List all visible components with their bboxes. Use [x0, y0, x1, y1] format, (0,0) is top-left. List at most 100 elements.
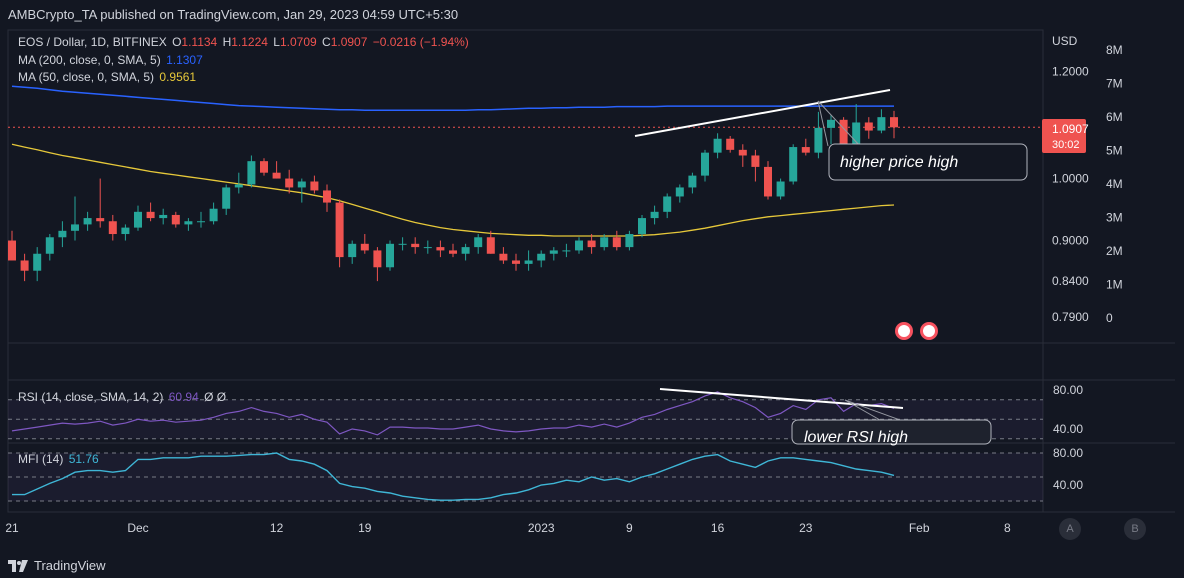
ma200-value: 1.1307 [166, 53, 203, 67]
candle-body [864, 122, 873, 131]
candle-body [348, 243, 357, 258]
candle-body [222, 187, 231, 209]
last-price-label-bg [1042, 119, 1086, 153]
candle-body [449, 250, 457, 254]
price-callout-pointer [817, 100, 829, 147]
time-axis-tick: 12 [270, 521, 284, 535]
candle-body [764, 166, 772, 197]
scale-button-b[interactable]: B [1124, 518, 1146, 540]
candle-body [197, 221, 205, 223]
candle-body [701, 152, 709, 176]
candle-body [209, 208, 218, 222]
volume-axis-tick: 8M [1106, 43, 1123, 57]
price-axis-currency: USD [1052, 34, 1078, 48]
candle-body [587, 240, 596, 248]
volume-axis-tick: 0 [1106, 311, 1113, 325]
time-axis-tick: Dec [127, 521, 148, 535]
candle-body [8, 240, 16, 261]
low-label: L [273, 35, 280, 49]
candle-body [890, 117, 898, 128]
symbol-legend[interactable]: EOS / Dollar, 1D, BITFINEX O1.1134 H1.12… [18, 35, 471, 49]
volume-axis-tick: 5M [1106, 144, 1123, 158]
rsi-legend[interactable]: RSI (14, close, SMA, 14, 2) 60.94 Ø Ø [18, 390, 228, 404]
candle-body [272, 172, 281, 179]
mfi-legend[interactable]: MFI (14) 51.76 [18, 452, 101, 466]
price-axis-tick: 0.8400 [1052, 274, 1089, 288]
ma50-label: MA (50, close, 0, SMA, 5) [18, 70, 155, 84]
rsi-line [11, 391, 895, 436]
rsi-callout-pointer [844, 399, 881, 421]
close-value: 1.0907 [330, 35, 368, 49]
candle-body [461, 247, 470, 254]
candle-body [663, 196, 672, 212]
candle-body [58, 230, 67, 238]
price-trendline [634, 89, 891, 137]
open-value: 1.1134 [181, 35, 218, 49]
candle-body [121, 227, 130, 235]
candle-body [108, 221, 117, 235]
ma50-value: 0.9561 [159, 70, 197, 84]
candle-body [524, 260, 533, 264]
candle-body [537, 253, 546, 261]
candle-body [625, 234, 634, 248]
candle-body [20, 260, 29, 271]
mfi-line [12, 452, 895, 501]
candle-body [600, 237, 609, 248]
price-callout-pointer [817, 100, 861, 147]
candle-body [386, 243, 394, 268]
price-callout-box [828, 143, 1028, 181]
ma50-line [11, 143, 895, 237]
candle-body [146, 211, 155, 219]
candle-body [801, 147, 810, 153]
candle-body [33, 253, 42, 271]
candle-body [499, 253, 508, 261]
candle-body [373, 250, 382, 268]
candle-body [436, 247, 445, 251]
candle-body [71, 224, 79, 231]
symbol-name: EOS / Dollar, 1D, BITFINEX [18, 35, 167, 49]
candle-body [323, 190, 331, 203]
candle-body [335, 202, 344, 258]
mfi-axis-tick: 80.00 [1053, 446, 1083, 460]
volume-axis-tick: 7M [1106, 77, 1123, 91]
candle-body [411, 243, 420, 248]
us-event-flag-icon [923, 325, 935, 337]
close-label: C [322, 35, 331, 49]
brand-name: TradingView [34, 558, 106, 573]
mfi-band [8, 453, 1043, 501]
candle-body [285, 178, 294, 188]
tradingview-logo-icon [8, 559, 28, 572]
ma50-legend[interactable]: MA (50, close, 0, SMA, 5) 0.9561 [18, 70, 198, 84]
price-callout-text: higher price high [840, 154, 958, 171]
rsi-value: 60.94 [168, 390, 199, 404]
rsi-extra: Ø Ø [204, 390, 227, 404]
low-value: 1.0709 [279, 35, 317, 49]
open-label: O [172, 35, 182, 49]
candle-body [234, 184, 243, 188]
candle-body [423, 247, 432, 249]
candle-body [877, 117, 886, 131]
us-event-flag-icon [898, 325, 910, 337]
volume-axis-tick: 6M [1106, 110, 1123, 124]
scale-button-a[interactable]: A [1059, 518, 1081, 540]
time-axis-tick: 19 [358, 521, 372, 535]
candle-body [789, 147, 798, 182]
rsi-callout-text: lower RSI high [804, 429, 908, 446]
ma200-legend[interactable]: MA (200, close, 0, SMA, 5) 1.1307 [18, 53, 205, 67]
candle-body [171, 214, 180, 225]
candle-body [575, 240, 583, 251]
candle-body [713, 138, 722, 153]
time-axis-tick: 23 [799, 521, 813, 535]
candle-body [247, 161, 256, 185]
price-axis-tick: 0.9000 [1052, 234, 1089, 248]
rsi-callout-box [791, 419, 992, 445]
high-label: H [222, 35, 232, 49]
candle-body [839, 119, 848, 153]
candle-body [474, 237, 483, 248]
candle-body [852, 122, 861, 153]
publisher-header: AMBCrypto_TA published on TradingView.co… [8, 7, 459, 22]
volume-axis-tick: 1M [1106, 278, 1123, 292]
time-axis-tick: 2023 [528, 521, 555, 535]
time-axis-tick: 9 [626, 521, 633, 535]
